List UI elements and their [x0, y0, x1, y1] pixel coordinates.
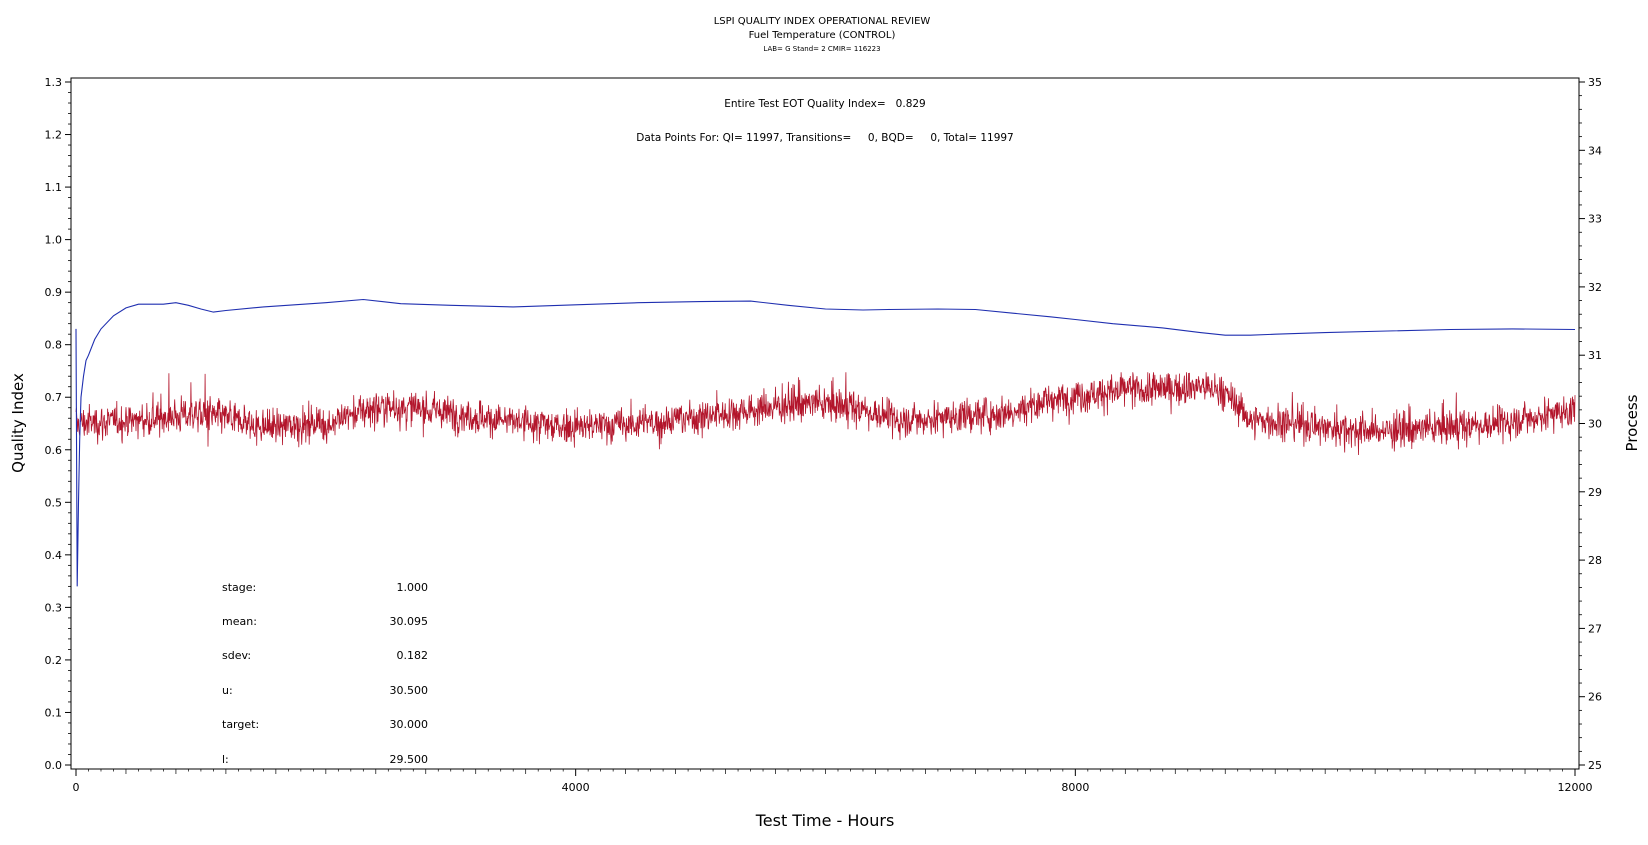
y-right-tick-label: 30	[1588, 418, 1602, 431]
y-left-tick-label: 0.3	[45, 601, 63, 614]
stat-value: 29.500	[390, 753, 429, 766]
data-points-annotation: Data Points For: QI= 11997, Transitions=…	[636, 132, 1014, 144]
stat-label: l:	[222, 753, 229, 766]
y-left-tick-label: 0.7	[45, 391, 63, 404]
stat-value: 0.182	[397, 649, 429, 662]
x-tick-label: 0	[73, 781, 80, 794]
chart-subtitle: Fuel Temperature (CONTROL)	[749, 30, 896, 41]
y-left-tick-label: 0.8	[45, 339, 63, 352]
x-tick-label: 4000	[562, 781, 590, 794]
y-left-tick-label: 0.9	[45, 286, 63, 299]
y-left-tick-label: 0.1	[45, 706, 63, 719]
axes-layer: 0.0 0.1 0.2 0.3 0.4 0.5 0.6 0.7 0.8 0.9 1.0 1.1 1.2 1…	[45, 76, 1603, 794]
stats-block: stage: 1.000 mean: 30.095 sdev: 0.182 u: 30.500…	[222, 581, 428, 766]
y-right-tick-label: 28	[1588, 554, 1602, 567]
eot-annotation: Entire Test EOT Quality Index= 0.829	[724, 98, 926, 110]
y-left-tick-label: 0.6	[45, 444, 63, 457]
stat-label: u:	[222, 684, 233, 697]
y-left-tick-label: 1.0	[45, 234, 63, 247]
y-right-tick-label: 33	[1588, 213, 1602, 226]
series-layer	[75, 298, 1576, 587]
stat-value: 1.000	[397, 581, 429, 594]
y-right-tick-label: 27	[1588, 622, 1602, 635]
y-left-tick-label: 1.3	[45, 76, 63, 89]
y-right-tick-label: 35	[1588, 76, 1602, 89]
y-left-tick-label: 0.0	[45, 759, 63, 772]
y-right-tick-label: 29	[1588, 486, 1602, 499]
stat-label: sdev:	[222, 649, 251, 662]
y-axis-label-right: Process	[1623, 394, 1641, 451]
y-axis-label-left: Quality Index	[9, 373, 27, 473]
x-tick-label: 8000	[1061, 781, 1089, 794]
process-series-line	[75, 372, 1576, 456]
stat-value: 30.095	[390, 615, 429, 628]
y-left-tick-label: 1.1	[45, 181, 63, 194]
y-right-tick-label: 34	[1588, 144, 1602, 157]
chart-title: LSPI QUALITY INDEX OPERATIONAL REVIEW	[714, 16, 931, 27]
y-left-tick-label: 0.2	[45, 654, 63, 667]
stat-value: 30.000	[390, 718, 429, 731]
y-left-tick-label: 0.4	[45, 549, 63, 562]
y-left-tick-label: 1.2	[45, 129, 63, 142]
quality-index-series-line	[75, 298, 1576, 587]
y-right-tick-label: 25	[1588, 759, 1602, 772]
y-left-tick-label: 0.5	[45, 496, 63, 509]
stat-value: 30.500	[390, 684, 429, 697]
y-right-tick-label: 32	[1588, 281, 1602, 294]
y-right-tick-label: 31	[1588, 349, 1602, 362]
stat-label: target:	[222, 718, 259, 731]
chart-subtitle-2: LAB= G Stand= 2 CMIR= 116223	[763, 45, 880, 53]
x-tick-label: 12000	[1558, 781, 1593, 794]
stat-label: stage:	[222, 581, 256, 594]
stat-label: mean:	[222, 615, 257, 628]
y-right-tick-label: 26	[1588, 691, 1602, 704]
x-axis-label: Test Time - Hours	[755, 811, 895, 830]
